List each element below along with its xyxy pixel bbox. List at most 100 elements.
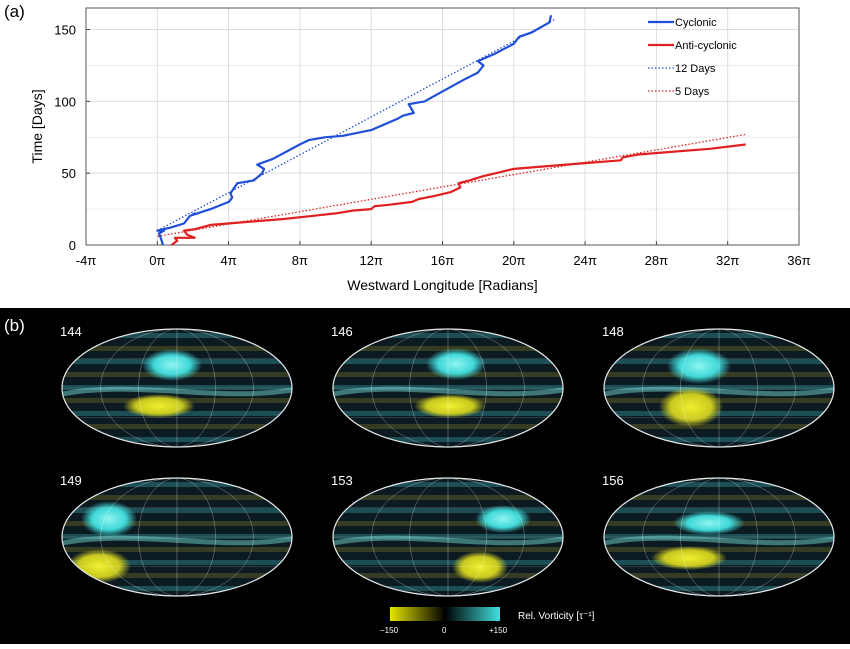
colorbar-min-label: −150 — [380, 626, 399, 635]
vorticity-jet — [62, 535, 292, 546]
graticule-line — [176, 329, 178, 447]
vorticity-band — [62, 508, 292, 513]
vorticity-band — [604, 586, 834, 591]
anticyclone-vortex — [452, 551, 508, 583]
anticyclone-vortex — [651, 546, 727, 570]
plot-frame — [85, 7, 800, 246]
map-outline — [61, 477, 293, 597]
x-tick-label: 0π — [149, 253, 165, 268]
x-tick-label: 16π — [431, 253, 454, 268]
vorticity-band — [333, 573, 563, 578]
x-tick-label: 4π — [220, 253, 236, 268]
vorticity-band — [333, 437, 563, 442]
graticule-line — [642, 478, 796, 596]
cyclone-vortex — [81, 501, 137, 537]
vorticity-jet — [604, 386, 834, 397]
vorticity-band — [333, 508, 563, 513]
legend-label: 12 Days — [675, 63, 716, 75]
map-day-label: 149 — [60, 473, 82, 488]
legend-label: Cyclonic — [675, 17, 717, 29]
vorticity-band — [604, 333, 834, 338]
legend-label: 5 Days — [675, 86, 710, 98]
graticule-line — [718, 478, 720, 596]
panel-a: (a) -4π 0π 4π 8π 12π 16π 20π 24π 28π 32π 36π 0 50 100… — [0, 0, 850, 308]
graticule-line — [680, 329, 758, 447]
x-tick-label: 8π — [292, 253, 308, 268]
vorticity-band — [604, 424, 834, 429]
graticule-line — [371, 329, 525, 447]
graticule-line — [642, 329, 796, 447]
legend-label: Anti-cyclonic — [675, 40, 737, 52]
vorticity-band — [62, 437, 292, 442]
vorticity-band — [604, 482, 834, 487]
vorticity-map-3 — [61, 477, 293, 597]
graticule-line — [138, 478, 216, 596]
vorticity-jet — [333, 386, 563, 397]
y-tick-label: 150 — [54, 23, 76, 38]
vorticity-band — [604, 495, 834, 500]
map-outline — [603, 328, 835, 448]
vorticity-band — [333, 547, 563, 552]
graticule-line — [447, 329, 449, 447]
vorticity-jet — [62, 386, 292, 397]
x-tick-label: -4π — [76, 253, 97, 268]
colorbar-mid-label: 0 — [442, 626, 447, 635]
panel-label-a: (a) — [4, 2, 25, 21]
anticyclone-vortex — [414, 394, 486, 418]
vorticity-maps — [61, 328, 835, 621]
vorticity-band — [62, 521, 292, 526]
y-tick-label: 0 — [69, 238, 76, 253]
vorticity-band — [604, 547, 834, 552]
graticule-line — [100, 329, 254, 447]
vorticity-band — [333, 560, 563, 565]
vorticity-band — [62, 424, 292, 429]
vorticity-band — [62, 385, 292, 390]
panel-b: (b) 144 146 148 149 153 156 −150 0 — [0, 308, 850, 644]
vorticity-band — [604, 508, 834, 513]
graticule-line — [642, 329, 796, 447]
graticule-line — [680, 478, 758, 596]
vorticity-band — [333, 534, 563, 539]
trajectory-chart: -4π 0π 4π 8π 12π 16π 20π 24π 28π 32π 36π 0 50 100 150 W… — [29, 7, 811, 293]
graticule-line — [447, 478, 449, 596]
vorticity-map-1 — [332, 328, 564, 448]
cyclone-vortex — [667, 348, 731, 384]
anticyclone-vortex — [123, 394, 195, 418]
anticyclone-vortex — [659, 387, 723, 427]
graticule-line — [409, 329, 487, 447]
graticule-line — [680, 478, 758, 596]
graticule-line — [100, 478, 254, 596]
y-axis-label: Time [Days] — [29, 89, 45, 163]
vorticity-band — [333, 482, 563, 487]
graticule-line — [371, 478, 525, 596]
graticule-line — [138, 478, 216, 596]
graticule-line — [680, 329, 758, 447]
x-tick-label: 12π — [359, 253, 382, 268]
vorticity-map-0 — [61, 328, 293, 448]
vorticity-band — [333, 346, 563, 351]
vorticity-band — [62, 333, 292, 338]
x-tick-label: 24π — [573, 253, 596, 268]
graticule-line — [100, 329, 254, 447]
vorticity-band — [333, 521, 563, 526]
vorticity-band — [333, 495, 563, 500]
x-tick-label: 36π — [787, 253, 810, 268]
cyclone-vortex — [673, 511, 745, 535]
vorticity-jet — [333, 535, 563, 546]
graticule-line — [409, 478, 487, 596]
map-day-label: 156 — [602, 473, 624, 488]
vorticity-band — [604, 573, 834, 578]
vorticity-band — [62, 586, 292, 591]
graticule-line — [100, 478, 254, 596]
map-day-label: 144 — [60, 324, 82, 339]
series-line-2 — [156, 18, 555, 232]
vorticity-band — [604, 534, 834, 539]
cyclone-vortex — [475, 505, 531, 533]
y-tick-label: 50 — [62, 166, 76, 181]
map-day-label: 153 — [331, 473, 353, 488]
x-tick-label: 28π — [645, 253, 668, 268]
vorticity-band — [62, 495, 292, 500]
vorticity-band — [333, 385, 563, 390]
x-axis-label: Westward Longitude [Radians] — [347, 277, 537, 293]
x-tick-label: 20π — [502, 253, 525, 268]
